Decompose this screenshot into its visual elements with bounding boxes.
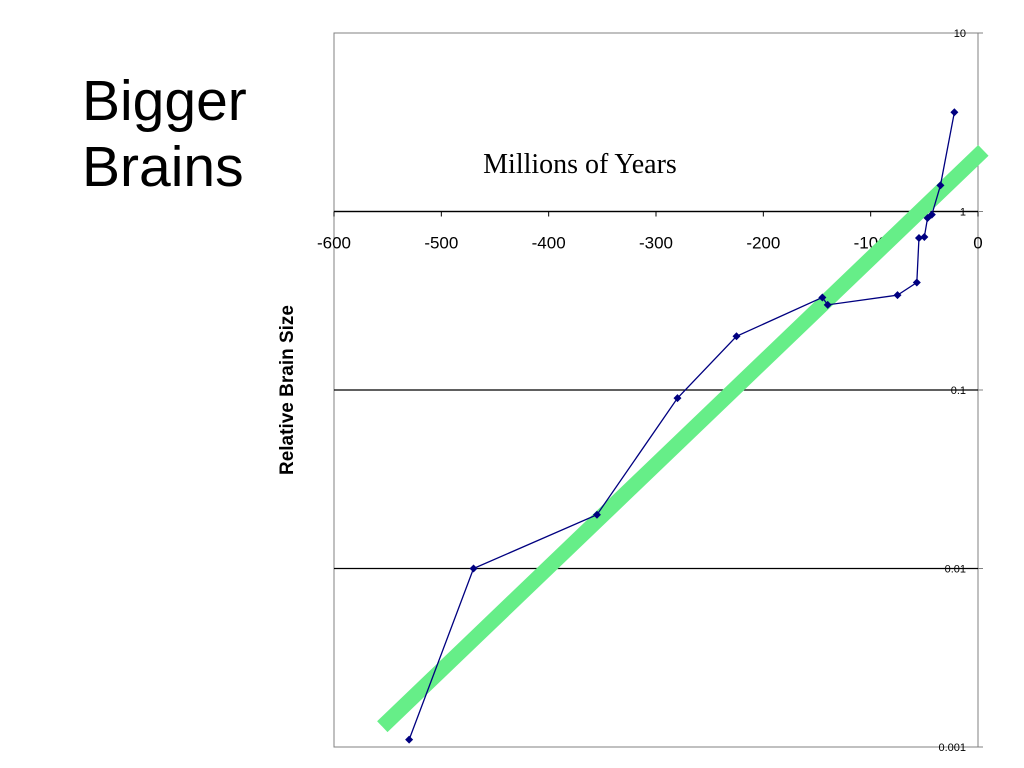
x-tick-label-4: -200 (746, 234, 780, 253)
x-tick-label-0: -600 (317, 234, 351, 253)
y-tick-label-4: 10 (954, 28, 966, 40)
data-point-5 (818, 293, 827, 302)
title-line-1: Bigger (82, 69, 247, 133)
y-tick-label-2: 0.1 (951, 385, 966, 397)
y-ticks: 0.001 0.01 0.1 1 10 (938, 28, 983, 754)
data-point-0 (405, 735, 414, 744)
data-point-14 (950, 108, 959, 117)
x-tick-label-3: -300 (639, 234, 673, 253)
y-tick-label-1: 0.01 (945, 564, 966, 576)
y-tick-label-3: 1 (960, 207, 966, 219)
data-point-4 (732, 332, 741, 341)
slide-title: Bigger Brains (82, 68, 247, 200)
x-tick-label-6: 0 (973, 234, 982, 253)
data-point-3 (673, 394, 682, 403)
title-line-2: Brains (82, 135, 244, 199)
data-point-13 (936, 181, 945, 190)
trend-line-group (377, 144, 989, 733)
gridlines (334, 210, 978, 570)
data-point-1 (469, 564, 478, 573)
data-point-9 (914, 234, 923, 243)
data-point-2 (592, 510, 601, 519)
y-tick-label-0: 0.001 (938, 742, 966, 754)
data-point-10 (920, 232, 929, 241)
data-point-7 (893, 291, 902, 300)
series-line-0 (408, 112, 956, 740)
x-axis: -600 -500 -400 -300 -200 -100 0 (317, 210, 983, 253)
series-group (405, 108, 959, 744)
y-axis-title: Relative Brain Size (277, 305, 298, 475)
data-point-8 (912, 278, 921, 287)
x-tick-label-2: -400 (532, 234, 566, 253)
annotation-label: Millions of Years (483, 149, 677, 180)
data-point-6 (823, 300, 832, 309)
trend-line (377, 144, 989, 733)
data-point-12 (927, 210, 936, 219)
x-tick-label-1: -500 (424, 234, 458, 253)
